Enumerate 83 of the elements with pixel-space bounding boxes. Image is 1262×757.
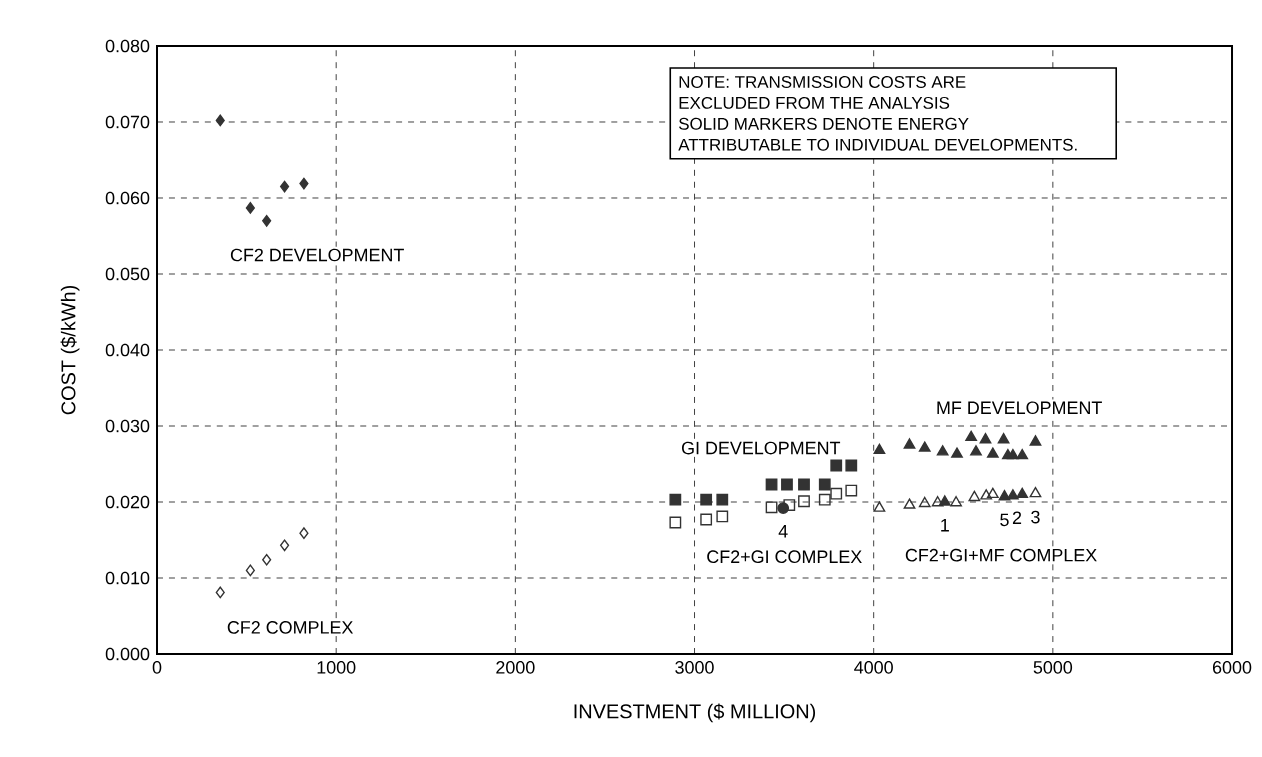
y-tick-label: 0.000 — [105, 647, 150, 661]
point — [1007, 489, 1019, 500]
y-tick-label: 0.010 — [105, 571, 150, 585]
point — [965, 430, 978, 442]
point — [1007, 448, 1019, 460]
point — [986, 447, 999, 458]
text: CF2 DEVELOPMENT — [230, 248, 404, 262]
annotation: 1 — [941, 519, 949, 532]
series-label: GI DEVELOPMENT — [681, 441, 841, 455]
point — [997, 432, 1010, 444]
point — [669, 493, 682, 506]
point — [950, 496, 962, 507]
point — [279, 539, 290, 552]
point — [716, 510, 729, 523]
point — [798, 495, 810, 508]
annotation: NOTE: TRANSMISSION COSTS ARE EXCLUDED FROM THE ANALYSIS SOLID MARKERS DENOTE ENERGY ATTRIBUTABLE TO INDIVIDUAL DEVELOPMENTS. — [678, 75, 1077, 151]
point — [873, 501, 886, 512]
point — [970, 445, 982, 456]
point — [986, 487, 999, 499]
y-tick-label: 0.070 — [105, 115, 150, 129]
point — [931, 496, 944, 507]
annotation: 2 — [1012, 511, 1022, 524]
point — [873, 443, 886, 455]
point — [781, 478, 793, 491]
point — [700, 513, 713, 526]
point — [245, 564, 255, 577]
point — [262, 214, 272, 227]
point — [299, 177, 309, 190]
y-tick-label: 0.050 — [105, 267, 150, 281]
point — [830, 459, 843, 472]
x-tick-label: 0 — [152, 661, 162, 674]
point — [299, 527, 309, 540]
annotation: 4 — [778, 525, 788, 538]
point — [979, 432, 992, 444]
y-tick-label: 0.030 — [105, 419, 150, 433]
point — [818, 493, 831, 506]
point — [918, 441, 931, 452]
point — [777, 502, 790, 514]
point — [783, 499, 796, 511]
point — [845, 484, 858, 497]
point — [215, 114, 225, 127]
x-tick-label: 1000 — [317, 661, 356, 674]
x-tick-label: 4000 — [854, 661, 893, 674]
point — [918, 496, 931, 508]
point — [980, 489, 993, 500]
point — [1016, 448, 1029, 460]
x-tick-label: 3000 — [675, 661, 714, 674]
x-tick-label: 6000 — [1212, 661, 1252, 674]
x-tick-label: 5000 — [1033, 661, 1073, 674]
point — [669, 516, 682, 529]
point — [1016, 487, 1029, 499]
point — [830, 487, 843, 500]
annotation: 3 — [1031, 510, 1040, 524]
point — [700, 493, 713, 506]
point — [845, 459, 858, 472]
x-axis-title: INVESTMENT ($ MILLION) — [574, 703, 816, 723]
point — [903, 438, 916, 449]
y-tick-label: 0.040 — [105, 343, 150, 357]
y-tick-label: 0.060 — [105, 191, 150, 205]
series-label: CF2 COMPLEX — [227, 621, 354, 634]
point — [262, 553, 272, 566]
point — [716, 493, 729, 506]
point — [938, 495, 951, 506]
point — [279, 180, 290, 193]
y-tick-label: 0.080 — [105, 39, 150, 53]
point — [903, 498, 916, 509]
series-label: MF DEVELOPMENT — [937, 401, 1102, 415]
point — [798, 478, 810, 491]
point — [765, 501, 778, 514]
annotation: 5 — [1000, 513, 1009, 527]
point — [936, 445, 949, 456]
point — [215, 586, 225, 599]
point — [1029, 435, 1042, 446]
point — [1029, 486, 1042, 498]
series-label: CF2+GI COMPLEX — [707, 550, 862, 564]
x-tick-label: 2000 — [496, 661, 535, 674]
y-axis-title: COST ($/kWh) — [60, 285, 80, 415]
point — [951, 447, 963, 458]
point — [245, 201, 255, 214]
y-tick-label: 0.020 — [105, 495, 150, 509]
point — [968, 490, 981, 502]
text: CF2+GI+MF COMPLEX — [905, 548, 1097, 562]
point — [818, 478, 831, 491]
